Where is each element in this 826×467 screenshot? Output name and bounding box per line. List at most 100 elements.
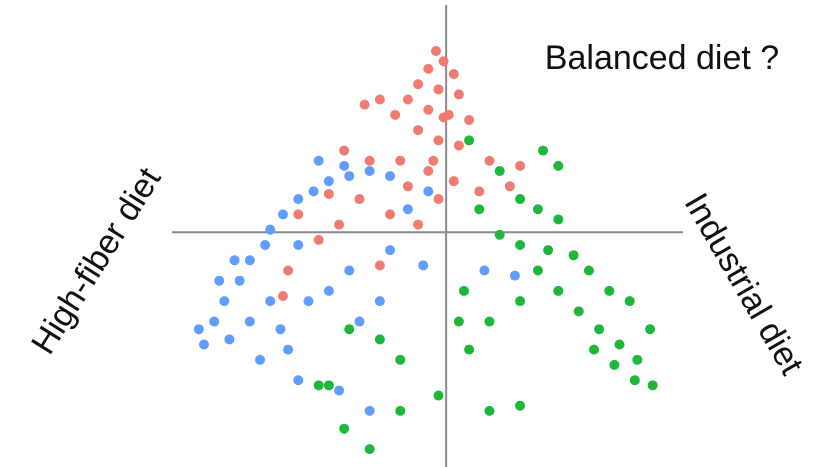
point — [277, 209, 288, 220]
point — [198, 339, 209, 350]
point — [323, 176, 334, 187]
point — [313, 155, 324, 166]
point — [313, 380, 324, 391]
annotation: Balanced diet ? — [545, 39, 779, 77]
point — [293, 375, 304, 386]
point — [543, 245, 554, 256]
point — [553, 214, 564, 225]
point — [334, 219, 345, 230]
point — [515, 296, 526, 307]
point — [614, 339, 625, 350]
point — [573, 306, 584, 317]
point — [484, 316, 495, 327]
point — [193, 324, 204, 335]
point — [647, 380, 658, 391]
point — [277, 291, 288, 302]
point — [484, 155, 495, 166]
point — [209, 316, 220, 327]
point — [413, 79, 424, 90]
point — [395, 354, 406, 365]
annotation: Industrial diet — [677, 187, 811, 382]
point — [423, 186, 434, 197]
annotation: High-fiber diet — [24, 161, 169, 361]
point — [453, 140, 464, 151]
point — [229, 255, 240, 266]
point — [464, 135, 475, 146]
point — [313, 234, 324, 245]
point — [484, 405, 495, 416]
point — [402, 181, 413, 192]
point — [244, 255, 255, 266]
points — [193, 46, 658, 455]
point — [265, 224, 276, 235]
point — [293, 194, 304, 205]
point — [504, 181, 515, 192]
point — [364, 155, 375, 166]
point — [364, 165, 375, 176]
point — [430, 46, 441, 57]
point — [413, 125, 424, 136]
point — [283, 344, 294, 355]
point — [624, 296, 635, 307]
axes — [172, 5, 683, 467]
point — [265, 296, 276, 307]
point — [553, 160, 564, 171]
point — [402, 94, 413, 105]
point — [303, 296, 314, 307]
point — [433, 390, 444, 401]
point — [293, 239, 304, 250]
point — [364, 405, 375, 416]
point — [323, 285, 334, 296]
point — [583, 265, 594, 276]
point — [339, 160, 350, 171]
point — [448, 69, 459, 80]
point — [219, 296, 230, 307]
point — [214, 275, 225, 286]
point — [464, 344, 475, 355]
point — [645, 324, 656, 335]
point — [395, 405, 406, 416]
point — [509, 270, 520, 281]
point — [413, 219, 424, 230]
point — [255, 354, 266, 365]
point — [428, 155, 439, 166]
point — [354, 316, 365, 327]
point — [364, 444, 375, 455]
point — [494, 229, 505, 240]
point — [344, 171, 355, 182]
point — [538, 145, 549, 156]
point — [474, 186, 485, 197]
point — [374, 260, 385, 271]
point — [423, 104, 434, 115]
point — [339, 145, 350, 156]
point — [479, 265, 490, 276]
point — [494, 165, 505, 176]
point — [293, 209, 304, 220]
point — [458, 285, 469, 296]
point — [532, 204, 543, 215]
point — [390, 109, 401, 120]
point — [418, 260, 429, 271]
point — [308, 186, 319, 197]
point — [359, 99, 370, 110]
point — [402, 204, 413, 215]
point — [604, 285, 615, 296]
point — [275, 324, 286, 335]
point — [283, 265, 294, 276]
point — [339, 423, 350, 434]
point — [374, 94, 385, 105]
point — [589, 344, 600, 355]
point — [464, 114, 475, 125]
point — [532, 265, 543, 276]
point — [395, 155, 406, 166]
point — [374, 296, 385, 307]
point — [438, 112, 449, 123]
point — [448, 176, 459, 187]
point — [385, 171, 396, 182]
point — [234, 275, 245, 286]
point — [260, 239, 271, 250]
point — [453, 316, 464, 327]
point — [553, 285, 564, 296]
